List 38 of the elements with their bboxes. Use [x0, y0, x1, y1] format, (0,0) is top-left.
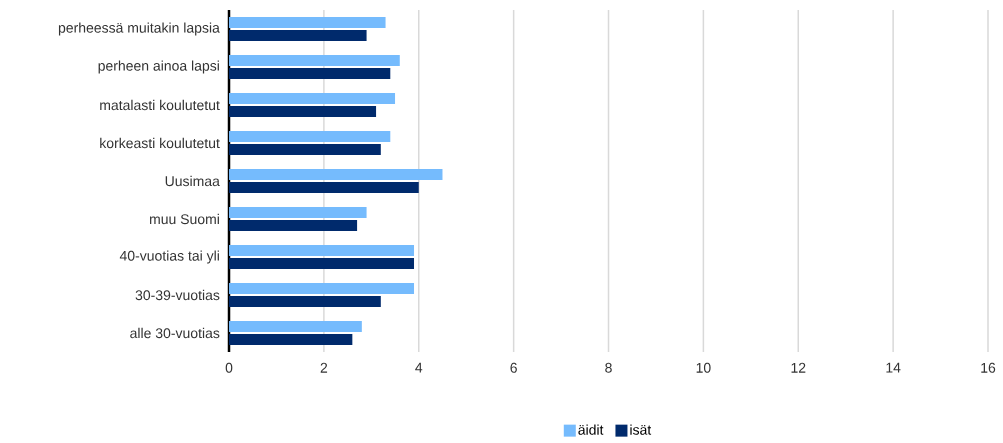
- bar: [229, 219, 358, 231]
- y-tick-label: 40-vuotias tai yli: [119, 250, 219, 264]
- bar: [229, 67, 391, 79]
- bar: [229, 206, 367, 218]
- bar: [229, 143, 381, 155]
- x-tick-label: 6: [510, 362, 517, 373]
- y-tick-label: 30-39-vuotias: [135, 289, 220, 301]
- x-tick-label: 10: [696, 362, 711, 373]
- bar: [229, 333, 353, 345]
- y-tick-label: muu Suomi: [150, 213, 219, 225]
- x-tick-label: 2: [320, 362, 328, 373]
- x-tick-label: 8: [605, 362, 612, 373]
- y-tick-label: perheessä muitakin lapsia: [58, 22, 220, 36]
- y-tick-label: Uusimaa: [165, 175, 220, 187]
- bar: [229, 29, 367, 41]
- x-tick-label: 16: [981, 362, 996, 373]
- y-tick-label: perheen ainoa lapsi: [98, 60, 219, 74]
- bar: [229, 282, 415, 294]
- bar: [229, 16, 386, 28]
- x-tick-label: 12: [791, 362, 806, 373]
- bar: [229, 257, 415, 269]
- bar: [229, 181, 419, 193]
- y-tick-label: alle 30-vuotias: [130, 327, 220, 339]
- bar: [229, 244, 415, 256]
- x-tick-label: 0: [225, 362, 233, 373]
- x-tick-label: 14: [886, 362, 901, 373]
- x-tick-label: 4: [415, 362, 423, 373]
- bar: [229, 92, 396, 104]
- bar: [229, 54, 400, 66]
- bar: [229, 295, 381, 307]
- bar: [229, 105, 377, 117]
- y-tick-label: matalasti koulutetut: [100, 99, 220, 111]
- bar: [229, 320, 362, 332]
- bar: [229, 130, 391, 142]
- y-tick-label: korkeasti koulutetut: [100, 137, 220, 149]
- legend-label: äidit: [578, 424, 604, 435]
- legend-label: isät: [630, 424, 652, 435]
- bar: [229, 168, 443, 180]
